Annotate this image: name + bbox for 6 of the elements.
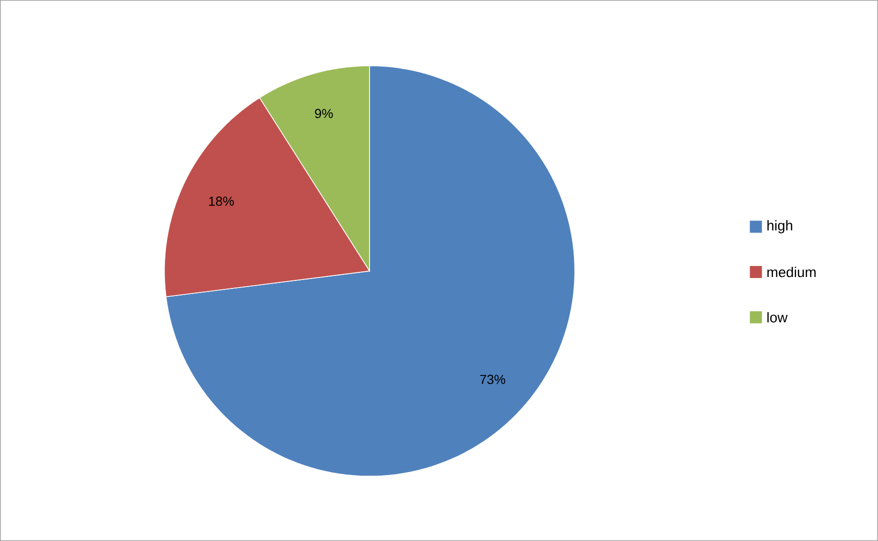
legend-label: medium [767, 266, 816, 278]
data-label: 9% [315, 108, 333, 118]
legend-label: high [767, 220, 792, 234]
data-label: 18% [209, 196, 234, 206]
legend-label: low [767, 312, 788, 322]
data-label: 73% [480, 374, 506, 384]
